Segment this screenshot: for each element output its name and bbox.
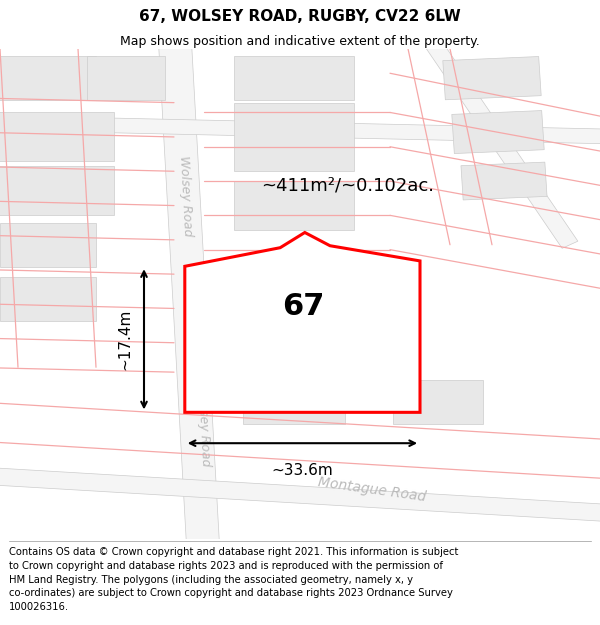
Text: 67, WOLSEY ROAD, RUGBY, CV22 6LW: 67, WOLSEY ROAD, RUGBY, CV22 6LW <box>139 9 461 24</box>
Polygon shape <box>0 115 600 144</box>
Bar <box>461 162 547 200</box>
Text: Wolsey Road: Wolsey Road <box>178 155 194 236</box>
Bar <box>0 222 96 267</box>
Text: 67: 67 <box>283 292 325 321</box>
Bar <box>452 111 544 154</box>
Bar <box>443 56 541 100</box>
Bar <box>234 181 354 230</box>
Bar <box>234 56 354 100</box>
Bar <box>0 112 114 161</box>
Text: ~411m²/~0.102ac.: ~411m²/~0.102ac. <box>262 177 434 195</box>
Bar <box>234 102 354 171</box>
Text: Montague Road: Montague Road <box>317 475 427 504</box>
Bar <box>0 166 114 216</box>
Text: ~33.6m: ~33.6m <box>272 462 333 478</box>
Text: ~17.4m: ~17.4m <box>117 309 132 370</box>
Bar <box>87 56 165 100</box>
Text: Contains OS data © Crown copyright and database right 2021. This information is : Contains OS data © Crown copyright and d… <box>9 548 458 612</box>
Text: Wolsey Road: Wolsey Road <box>196 386 212 467</box>
Bar <box>393 379 483 424</box>
Polygon shape <box>158 24 220 564</box>
Bar <box>0 56 96 100</box>
Polygon shape <box>185 232 420 412</box>
Polygon shape <box>0 466 600 522</box>
Text: Map shows position and indicative extent of the property.: Map shows position and indicative extent… <box>120 35 480 48</box>
Polygon shape <box>412 21 578 248</box>
Bar <box>0 277 96 321</box>
Bar <box>243 379 345 424</box>
